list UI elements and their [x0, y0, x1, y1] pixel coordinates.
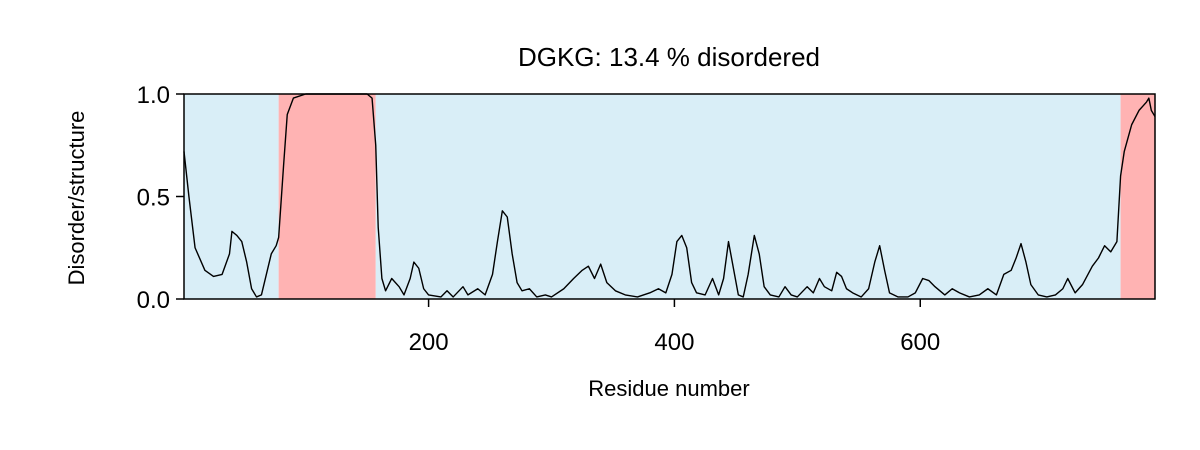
x-axis-label: Residue number — [588, 376, 749, 401]
x-tick-label-400: 400 — [654, 329, 694, 356]
y-axis-label: Disorder/structure — [64, 111, 89, 286]
y-tick-label-2: 1.0 — [137, 82, 170, 109]
disordered-region-3 — [1120, 94, 1155, 299]
y-tick-label-1: 0.5 — [137, 185, 170, 212]
disordered-region-1 — [278, 94, 376, 299]
structured-region-0 — [184, 94, 279, 299]
region-bands — [184, 94, 1155, 299]
y-tick-label-0: 0.0 — [137, 287, 170, 314]
structured-region-2 — [375, 94, 1121, 299]
chart-title: DGKG: 13.4 % disordered — [518, 42, 820, 72]
x-tick-label-600: 600 — [900, 329, 940, 356]
tick-marks: 200 400 600 0.0 0.5 1.0 — [137, 82, 941, 356]
x-tick-label-200: 200 — [409, 329, 449, 356]
